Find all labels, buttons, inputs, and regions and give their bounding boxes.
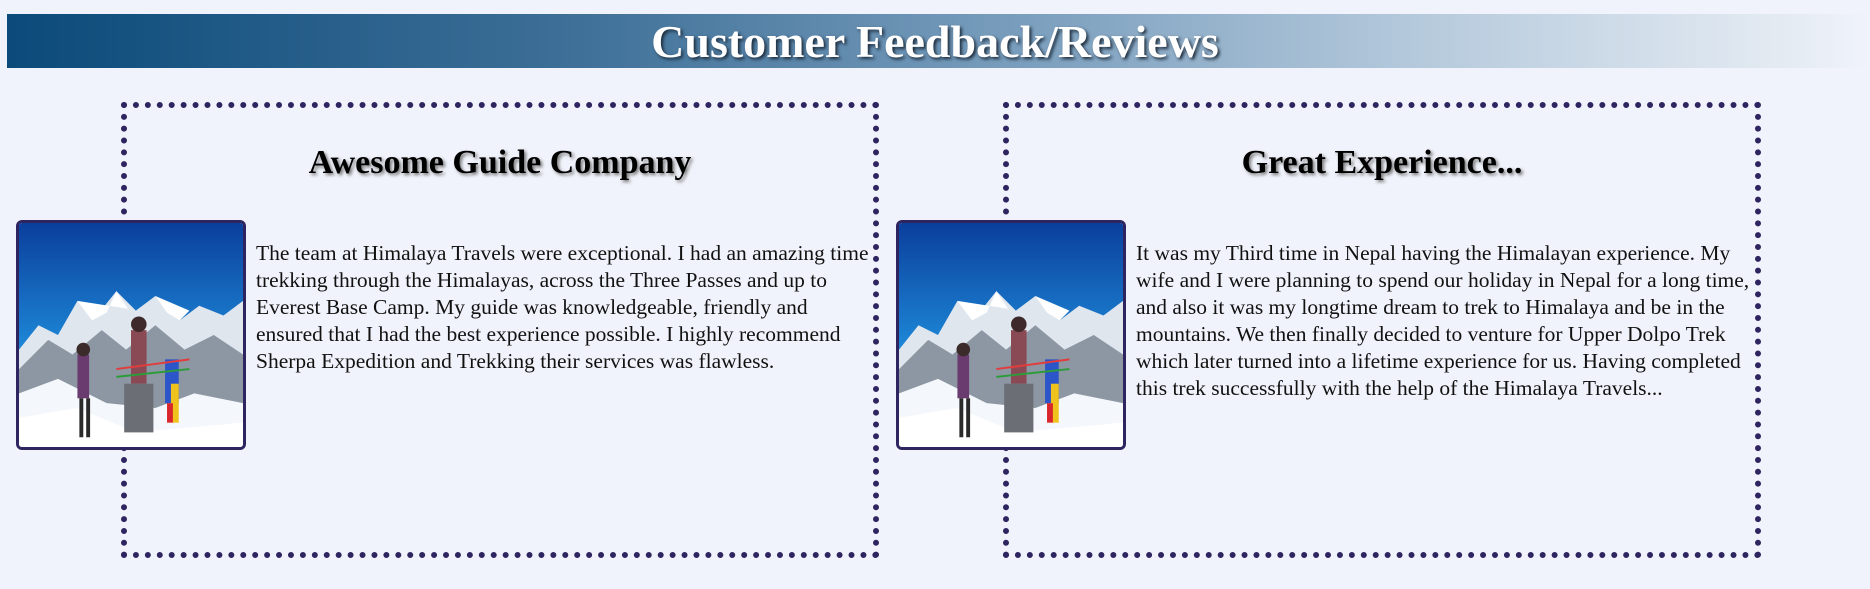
mountain-trekkers-photo bbox=[16, 220, 246, 450]
mountain-trekkers-photo bbox=[896, 220, 1126, 450]
header-banner bbox=[7, 14, 1870, 68]
mountain-photo-icon bbox=[899, 223, 1123, 447]
review-text: The team at Himalaya Travels were except… bbox=[256, 241, 869, 373]
mountain-photo-icon bbox=[19, 223, 243, 447]
review-text: It was my Third time in Nepal having the… bbox=[1136, 241, 1750, 400]
page-title: Customer Feedback/Reviews bbox=[651, 16, 1219, 67]
review-title: Awesome Guide Company bbox=[308, 144, 692, 181]
review-title: Great Experience... bbox=[1241, 144, 1523, 181]
